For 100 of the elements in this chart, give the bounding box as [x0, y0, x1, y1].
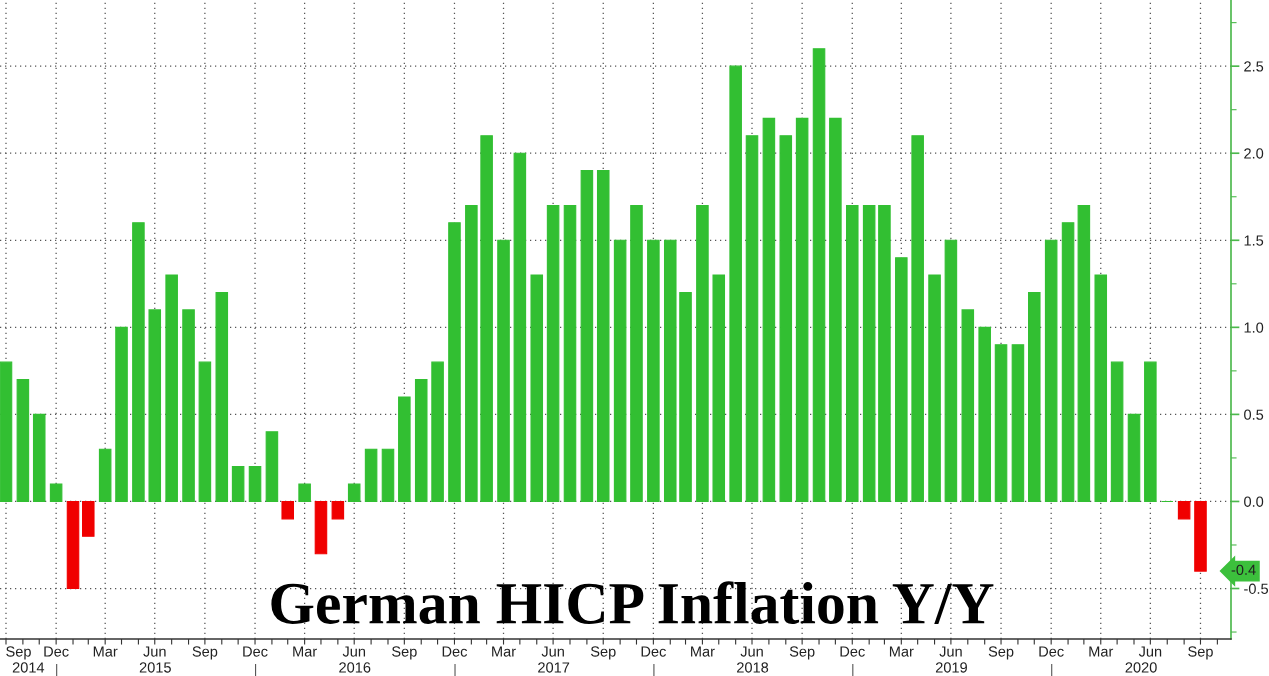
bar — [513, 152, 527, 503]
x-tick-label: Mar — [293, 646, 317, 657]
bar — [1061, 222, 1075, 503]
x-tick-label: Sep — [789, 646, 815, 660]
y-tick-label: 1.0 — [1244, 322, 1264, 333]
bar — [182, 309, 195, 503]
bar — [647, 239, 660, 503]
bar — [530, 274, 544, 503]
y-tick-label: 2.5 — [1244, 61, 1264, 72]
bar — [1044, 239, 1058, 503]
bar — [795, 117, 809, 503]
bar — [165, 274, 178, 503]
x-tick-label: Mar — [93, 646, 118, 657]
bar — [862, 204, 876, 503]
text: German HICP Inflation Y/Y — [271, 581, 994, 624]
bar — [546, 204, 560, 503]
bar — [398, 396, 411, 503]
bar — [98, 448, 112, 503]
bar — [978, 326, 991, 503]
bar — [895, 257, 908, 503]
bar — [82, 500, 95, 537]
bar — [580, 170, 594, 503]
annotation: -0.4 — [1231, 564, 1256, 576]
bar — [265, 431, 279, 503]
bar — [448, 222, 461, 503]
bar — [1127, 413, 1141, 503]
bar — [381, 448, 395, 503]
bar — [1028, 291, 1041, 503]
x-tick-label: Sep — [192, 646, 218, 660]
bar — [1194, 500, 1207, 572]
bar — [1011, 344, 1025, 503]
x-tick-label: Sep — [590, 646, 616, 660]
bar — [414, 379, 428, 503]
bar — [779, 135, 793, 503]
bar — [198, 361, 212, 503]
bar — [663, 239, 677, 503]
bar — [148, 309, 162, 503]
bar — [696, 204, 709, 503]
x-tick-label: Sep — [1188, 646, 1213, 660]
x-tick-label: Dec — [1039, 646, 1064, 657]
x-tick-label: Jun — [740, 646, 763, 657]
bar — [331, 500, 345, 520]
x-tick-label: Dec — [840, 646, 865, 657]
x-tick-label: Jun — [143, 646, 166, 657]
bar — [845, 204, 859, 503]
bar — [231, 466, 245, 503]
x-tick-label: Sep — [392, 646, 417, 660]
bar — [298, 483, 311, 503]
y-tick-label: 1.5 — [1244, 235, 1264, 246]
x-tick-label: Sep — [6, 646, 31, 660]
x-tick-label: Jun — [342, 646, 366, 657]
bar — [1094, 274, 1108, 503]
bar — [729, 65, 742, 503]
x-tick-label: Mar — [1089, 646, 1114, 657]
bar — [1144, 361, 1157, 503]
bar — [66, 500, 80, 590]
bar — [994, 344, 1008, 503]
bar — [679, 291, 692, 503]
bar — [497, 239, 510, 503]
bar — [16, 379, 30, 503]
bar — [961, 309, 975, 503]
x-tick-label: Dec — [442, 646, 468, 657]
bar — [878, 204, 891, 503]
x2-tick-label: 2015 — [139, 662, 171, 673]
bar — [314, 500, 328, 555]
x2-tick-label: 2020 — [1125, 662, 1157, 673]
y-tick-label: -0.5 — [1244, 583, 1269, 594]
x2-tick-label: 2019 — [935, 662, 967, 673]
bar — [829, 117, 842, 503]
bar — [281, 500, 295, 520]
bar — [364, 448, 378, 503]
y-tick-label: 0.0 — [1244, 496, 1264, 507]
x-tick-label: Dec — [641, 646, 666, 657]
bar — [630, 204, 643, 503]
bar — [928, 274, 941, 503]
bar — [596, 170, 610, 503]
bar — [944, 239, 958, 503]
x2-tick-label: 2016 — [339, 662, 371, 673]
x-tick-label: Dec — [243, 646, 268, 657]
bar — [613, 239, 627, 503]
bar — [431, 361, 444, 503]
x-tick-label: Jun — [939, 646, 962, 657]
bar — [762, 117, 776, 503]
bar — [215, 291, 229, 503]
bar — [911, 135, 924, 503]
bar — [812, 48, 826, 503]
x2-tick-label: 2018 — [737, 662, 769, 673]
bar — [1077, 204, 1091, 503]
bar — [745, 135, 759, 503]
x-tick-label: Jun — [541, 646, 564, 657]
bar — [1177, 500, 1191, 520]
bar — [480, 135, 493, 503]
x-tick-label: Mar — [492, 646, 516, 657]
x-tick-label: Sep — [988, 646, 1014, 660]
y-tick-label: 0.5 — [1244, 409, 1264, 420]
x-tick-label: Mar — [889, 646, 914, 657]
bar — [132, 222, 145, 503]
bar — [32, 413, 46, 503]
bar — [465, 204, 478, 503]
bar — [248, 466, 262, 503]
